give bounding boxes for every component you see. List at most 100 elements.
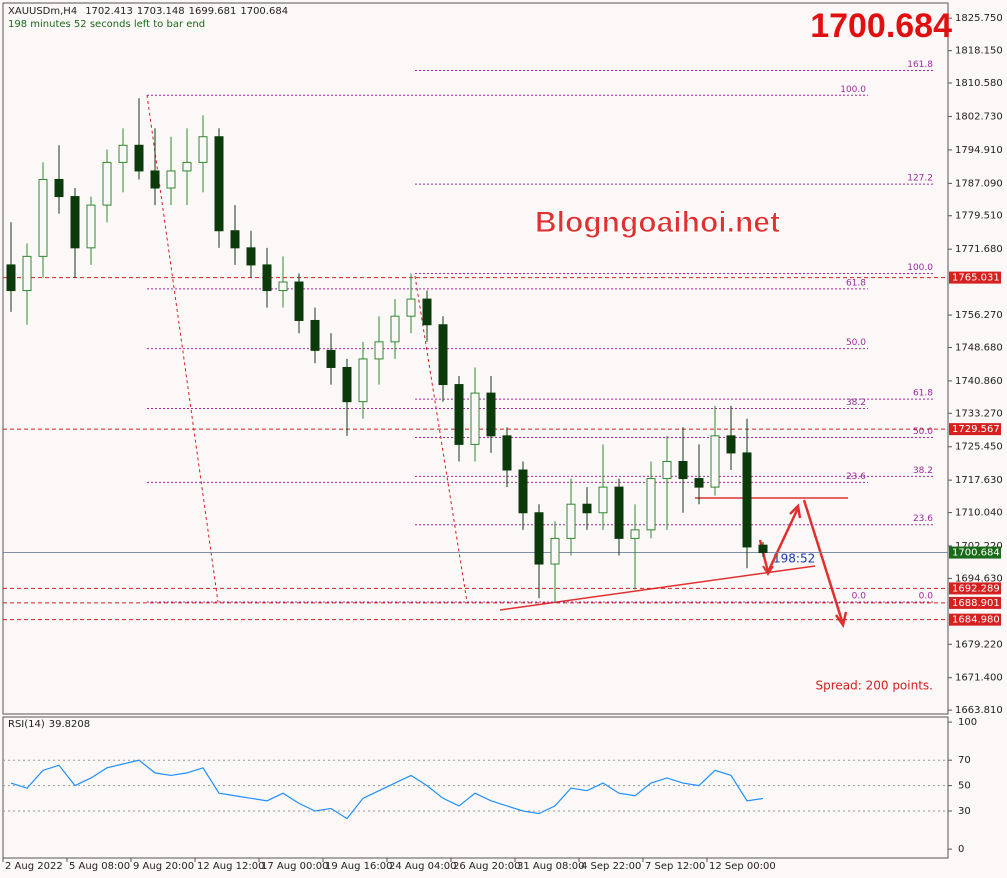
x-tick-label: 5 Aug 08:00 (69, 861, 130, 872)
y-tick-label: 1818.150 (955, 46, 1003, 57)
rsi-line (10, 759, 764, 820)
y-tick-label: 1733.270 (955, 408, 1003, 419)
x-tick-label: 12 Aug 12:00 (197, 861, 264, 872)
candle-body (566, 503, 576, 539)
x-tick-label: 19 Aug 16:00 (325, 861, 392, 872)
candle-body (438, 324, 448, 386)
rsi-tick-label: 0 (958, 844, 964, 855)
subtitle: 198 minutes 52 seconds left to bar end (8, 19, 205, 30)
header: XAUUSDm,H4 1702.413 1703.148 1699.681 1700.6… (8, 6, 288, 17)
y-tick-label: 1779.510 (955, 211, 1003, 222)
fib-label: 0.0 (919, 592, 934, 602)
candle-body (278, 281, 288, 292)
candle-body (630, 529, 640, 539)
y-tick-label: 1748.680 (955, 342, 1003, 353)
x-tick-label: 7 Sep 12:00 (645, 861, 705, 872)
fib-label: 61.8 (913, 389, 933, 399)
y-tick-label: 1710.040 (955, 508, 1003, 519)
y-tick-label: 1663.810 (955, 705, 1003, 716)
low: 1699.681 (189, 6, 237, 17)
level-tag (949, 271, 1001, 284)
candle-body (262, 264, 272, 292)
close: 1700.684 (240, 6, 288, 17)
y-tick-label: 1679.220 (955, 639, 1003, 650)
candle-body (6, 264, 16, 292)
candle-body (198, 136, 208, 163)
candle-body (230, 230, 240, 249)
candle-body (646, 478, 656, 531)
watermark: Blogngoaihoi.net (535, 206, 780, 239)
candle-body (486, 392, 496, 437)
candle-body (390, 315, 400, 343)
y-tick-label: 1694.630 (955, 573, 1003, 584)
price-label: 1700.684 (952, 548, 1000, 559)
candle-body (246, 247, 256, 266)
x-tick-label: 9 Aug 20:00 (133, 861, 194, 872)
symbol: XAUUSDm,H4 (8, 6, 77, 17)
candle-body (758, 544, 768, 554)
candle-body (742, 452, 752, 548)
fib-label: 61.8 (846, 278, 866, 288)
spread-note: Spread: 200 points. (815, 679, 933, 693)
level-label: 1765.031 (952, 273, 1000, 284)
candle-body (710, 435, 720, 488)
big-price: 1700.684 (810, 7, 952, 45)
y-tick-label: 1810.580 (955, 78, 1003, 89)
candle-body (310, 319, 320, 351)
candle-body (662, 460, 672, 480)
candle-body (166, 170, 176, 189)
candle-body (86, 204, 96, 249)
candle-body (534, 512, 544, 565)
level-label: 1684.980 (952, 615, 1000, 626)
price-tag (949, 546, 1001, 559)
candle-body (214, 136, 224, 232)
x-tick-label: 4 Sep 22:00 (581, 861, 641, 872)
y-tick-label: 1794.910 (955, 145, 1003, 156)
level-tag (949, 613, 1001, 626)
fib-label: 50.0 (846, 338, 866, 348)
candle-body (102, 161, 112, 206)
candle-body (182, 161, 192, 172)
candle-body (134, 144, 144, 172)
y-tick-label: 1725.450 (955, 442, 1003, 453)
level-tag (949, 582, 1001, 595)
y-tick-label: 1702.220 (955, 541, 1003, 552)
level-tag (949, 596, 1001, 609)
candle-body (678, 460, 688, 480)
y-tick-label: 1756.270 (955, 310, 1003, 321)
candle-body (598, 486, 608, 514)
candle-body (342, 366, 352, 403)
y-tick-label: 1740.860 (955, 376, 1003, 387)
open: 1702.413 (85, 6, 133, 17)
candle-body (550, 537, 560, 565)
level-label: 1688.901 (952, 598, 1000, 609)
candle-body (326, 349, 336, 368)
rsi-tick-label: 70 (958, 755, 971, 766)
rsi-tick-label: 30 (958, 806, 971, 817)
candle-body (38, 178, 48, 257)
bar-timer: 198:52 (773, 552, 815, 566)
candle-body (70, 196, 80, 249)
candle-body (614, 486, 624, 539)
fib-label: 161.8 (907, 60, 933, 70)
x-tick-label: 12 Sep 00:00 (709, 861, 776, 872)
y-tick-label: 1671.400 (955, 673, 1003, 684)
candle-body (694, 478, 704, 488)
fib-label: 50.0 (913, 427, 933, 437)
rsi-value: 39.8208 (49, 719, 90, 730)
candle-body (22, 255, 32, 292)
candle-body (406, 298, 416, 317)
fib-label: 38.2 (846, 398, 866, 408)
x-tick-label: 24 Aug 04:00 (389, 861, 456, 872)
fib-label: 38.2 (913, 466, 933, 476)
candle-body (502, 435, 512, 471)
y-tick-label: 1717.630 (955, 475, 1003, 486)
arrow-head (834, 611, 848, 629)
candle-body (518, 469, 528, 514)
level-tag (949, 423, 1001, 436)
y-tick-label: 1825.750 (955, 13, 1003, 24)
rsi-name: RSI(14) (8, 719, 45, 730)
x-tick-label: 31 Aug 08:00 (517, 861, 584, 872)
fib-label: 100.0 (840, 85, 866, 95)
y-tick-label: 1787.090 (955, 178, 1003, 189)
